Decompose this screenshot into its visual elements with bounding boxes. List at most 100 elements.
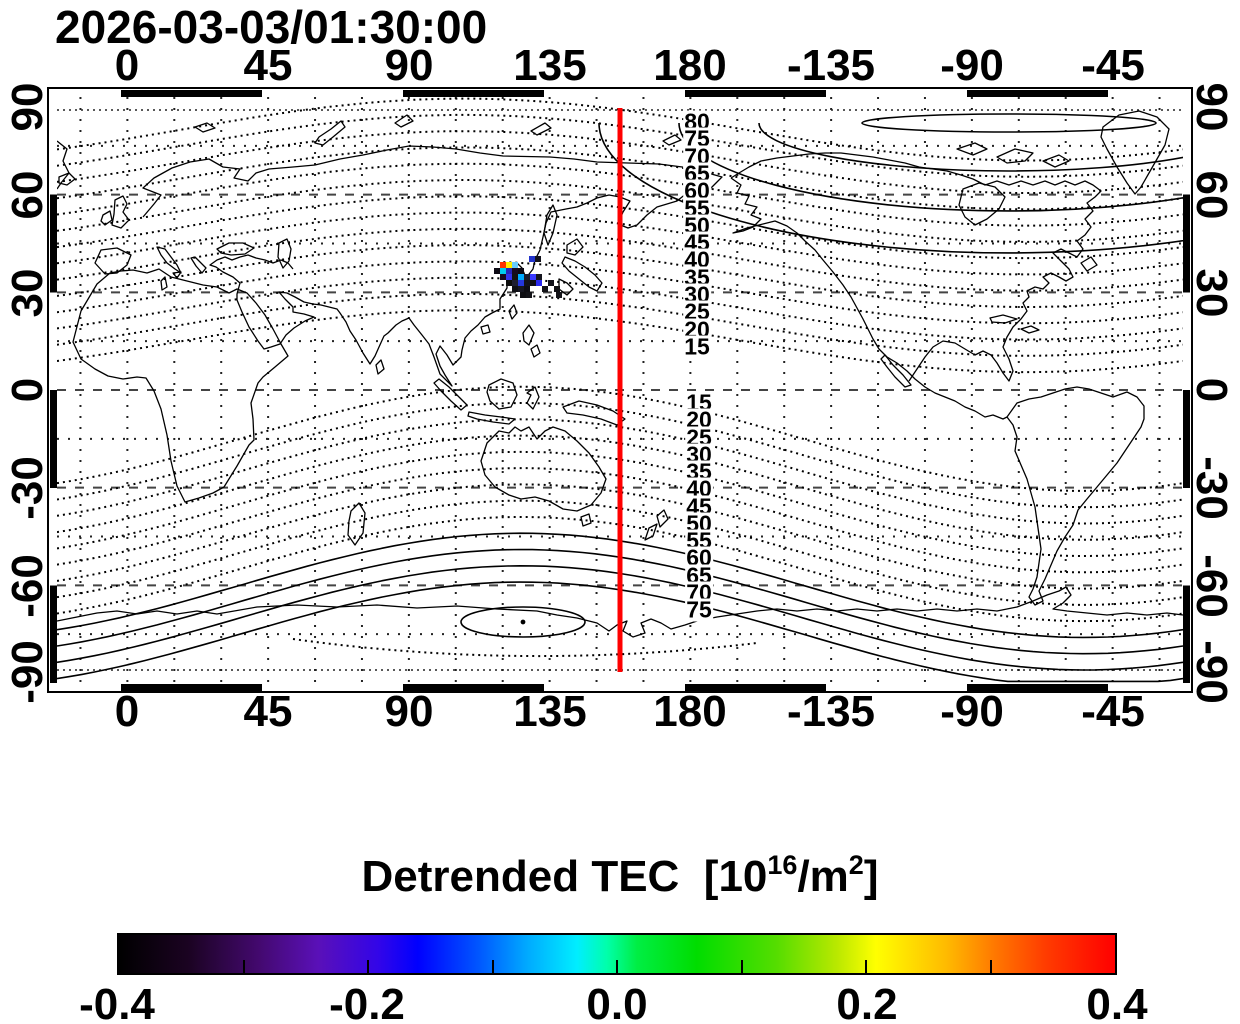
frame-band-top: [51, 90, 1185, 97]
axis-right-tick: -90: [1187, 640, 1236, 704]
colorbar-minor-tick: [740, 960, 743, 973]
coast-java: [467, 411, 516, 425]
tec-pixel: [506, 268, 512, 274]
contour-label-north: 55: [683, 195, 711, 221]
contour-label-north: 30: [683, 281, 711, 308]
coast-newfoundland: [1080, 256, 1098, 272]
north-pole-arc: [598, 122, 1183, 254]
tec-pixel: [512, 268, 518, 274]
coast-philippines: [530, 344, 541, 358]
contour-label-south: 75: [685, 596, 713, 623]
axis-top-tick: -135: [786, 41, 876, 90]
contour-line: [57, 467, 1183, 574]
axis-top-tick: 45: [243, 41, 293, 90]
contour-line: [57, 401, 1183, 509]
tec-pixel: [530, 280, 536, 286]
contour-label-north: 15: [683, 333, 711, 360]
coast-arctic-island: [394, 114, 414, 128]
axis-bottom-tick: -135: [786, 687, 876, 736]
tec-pixel: [500, 262, 506, 268]
tec-pixel: [524, 274, 530, 280]
coast-arctic-archipelago: [1042, 154, 1070, 168]
tec-pixel: [500, 274, 506, 280]
coast-south-america: [1006, 386, 1145, 606]
tec-pixel: [530, 274, 536, 280]
tec-pixel: [494, 268, 500, 274]
contour-line: [57, 499, 1183, 606]
axis-bottom-tick: 90: [384, 687, 434, 736]
coast-honshu: [561, 256, 603, 292]
colorbar-unit-exponent: 16: [767, 850, 798, 880]
plot-title: 2026-03-03/01:30:00: [55, 1, 488, 53]
north-pole-oval: [861, 113, 1157, 133]
contour-line: [57, 434, 1183, 541]
colorbar-title-text: Detrended TEC: [361, 852, 680, 901]
coast-sri-lanka: [375, 359, 385, 375]
axis-top-tick: 0: [114, 41, 140, 90]
tec-pixel: [548, 280, 554, 286]
coast-hudson-bay: [958, 182, 1006, 226]
axis-bottom-tick: -45: [1081, 687, 1145, 736]
colorbar-tick-label: 0.2: [836, 980, 898, 1024]
coast-hokkaido: [566, 238, 584, 256]
colorbar-minor-tick: [865, 960, 867, 973]
tec-data-patch: [494, 256, 562, 298]
coast-svalbard: [194, 122, 216, 133]
frame-band-bottom: [51, 684, 1185, 691]
colorbar-gradient: [117, 933, 1117, 975]
tec-pixel: [500, 268, 506, 274]
coast-sicily: [172, 271, 182, 279]
contour-label-north: 50: [683, 212, 711, 239]
south-pole-dot: [520, 619, 526, 625]
north-pole-arc: [758, 122, 1183, 172]
coast-north-america-west: [730, 177, 1008, 420]
axis-top-tick: 90: [384, 41, 434, 90]
frame-band-left: [50, 97, 57, 683]
tec-pixel: [542, 286, 548, 292]
colorbar-tick-label: 0.4: [1086, 980, 1148, 1024]
colorbar-minor-tick: [616, 960, 618, 973]
coast-new-zealand: [656, 509, 669, 528]
coast-arctic-archipelago: [996, 148, 1034, 164]
coast-black-sea: [216, 242, 255, 256]
tec-pixel: [556, 292, 562, 298]
tec-pixel: [518, 274, 524, 280]
tec-pixel: [512, 274, 518, 280]
tec-pixel: [524, 286, 530, 292]
contour-label-north: 80: [683, 108, 711, 135]
coast-philippines: [522, 324, 535, 346]
contour-label-north: 60: [683, 177, 711, 204]
coast-eurasia: [142, 145, 723, 387]
coast-hispaniola: [1020, 325, 1040, 334]
tec-pixel: [518, 268, 524, 274]
coast-north-america-east: [730, 152, 1102, 382]
tec-pixel: [554, 286, 560, 292]
contour-label-north: 25: [683, 298, 711, 325]
axis-bottom-tick: 0: [114, 687, 140, 736]
tec-pixel: [512, 280, 518, 286]
colorbar-minor-tick: [989, 960, 992, 973]
coast-antarctica: [57, 586, 1183, 638]
axis-left-tick: -90: [3, 640, 52, 704]
contour-line: [57, 515, 1183, 623]
pole-ovals: [292, 113, 1183, 658]
contour-label-north: 40: [683, 246, 711, 273]
coast-taiwan: [508, 304, 518, 320]
coast-uk: [111, 195, 130, 229]
axis-bottom-tick: 45: [243, 687, 293, 736]
axis-bottom-tick: 135: [513, 687, 587, 736]
coast-sumatra: [433, 378, 468, 411]
tec-pixel: [512, 262, 518, 268]
contour-label-north: 75: [683, 125, 711, 152]
coast-ireland: [100, 210, 113, 226]
coast-baja: [880, 354, 912, 388]
colorbar-unit-mid: /m: [797, 852, 849, 901]
tec-pixel: [506, 262, 512, 268]
colorbar-unit-open: [10: [703, 852, 768, 901]
tec-pixel: [512, 286, 518, 292]
contour-label-north: 20: [683, 316, 711, 343]
coast-sakhalin: [543, 204, 558, 246]
coast-greenland-east: [57, 140, 70, 190]
colorbar-minor-tick: [491, 960, 494, 973]
